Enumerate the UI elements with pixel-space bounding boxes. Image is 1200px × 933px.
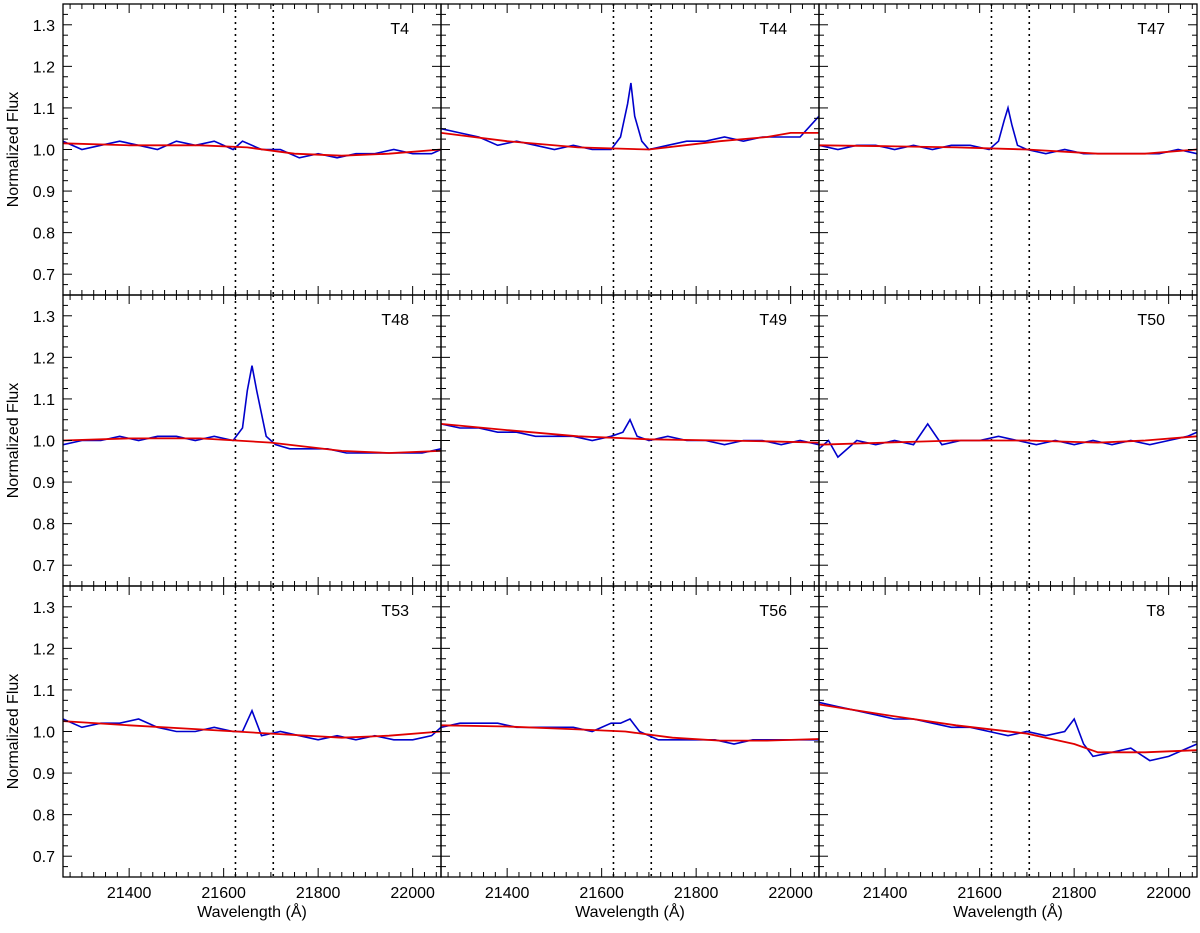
y-tick-label: 1.1 <box>33 683 55 700</box>
y-tick-label: 1.3 <box>33 18 55 35</box>
y-tick-label: 0.7 <box>33 558 55 575</box>
y-axis-label: Normalized Flux <box>5 674 22 790</box>
x-tick-label: 21600 <box>201 885 246 902</box>
x-tick-label: 21400 <box>107 885 152 902</box>
x-tick-label: 21600 <box>579 885 624 902</box>
x-axis-label: Wavelength (Å) <box>575 902 685 921</box>
spectrum-line <box>63 708 441 741</box>
panel-t44: T44 <box>440 3 820 296</box>
x-tick-label: 22000 <box>768 885 813 902</box>
y-tick-label: 1.2 <box>33 641 55 658</box>
x-tick-label: 21800 <box>296 885 341 902</box>
y-axis-label: Normalized Flux <box>5 92 22 208</box>
panel-label: T4 <box>390 21 409 38</box>
panels-layer: T4 0.7 0.8 0.9 1.0 1.1 1.2 1.3 T44 T47 T48 0.7 0.8 0.… <box>33 3 1198 902</box>
fit-line <box>819 144 1197 155</box>
x-tick-label: 22000 <box>1146 885 1191 902</box>
panel-label: T49 <box>759 312 787 329</box>
fit-line <box>63 720 441 739</box>
panel-t47: T47 <box>818 3 1198 296</box>
fit-line <box>63 142 441 157</box>
y-tick-label: 0.9 <box>33 184 55 201</box>
y-tick-label: 0.9 <box>33 475 55 492</box>
x-tick-label: 22000 <box>390 885 435 902</box>
panel-frame <box>62 3 442 296</box>
y-tick-label: 0.7 <box>33 849 55 866</box>
y-tick-label: 1.0 <box>33 434 55 451</box>
y-tick-label: 0.7 <box>33 267 55 284</box>
fit-line <box>819 435 1197 446</box>
x-tick-label: 21800 <box>1052 885 1097 902</box>
panel-frame <box>818 585 1198 878</box>
panel-label: T44 <box>759 21 787 38</box>
panel-t56: T56 21400 21600 21800 22000 <box>440 585 820 902</box>
panel-label: T53 <box>381 603 409 620</box>
y-tick-label: 0.8 <box>33 226 55 243</box>
panel-label: T47 <box>1137 21 1165 38</box>
y-tick-label: 1.3 <box>33 600 55 617</box>
x-axis-label: Wavelength (Å) <box>197 902 307 921</box>
panel-label: T50 <box>1137 312 1165 329</box>
panel-t4: T4 0.7 0.8 0.9 1.0 1.1 1.2 1.3 <box>33 3 442 296</box>
y-tick-label: 1.0 <box>33 725 55 742</box>
panel-t50: T50 <box>818 294 1198 587</box>
fit-line <box>819 703 1197 754</box>
y-tick-label: 1.1 <box>33 392 55 409</box>
y-tick-label: 1.1 <box>33 101 55 118</box>
fit-line <box>441 423 819 444</box>
y-tick-label: 1.0 <box>33 143 55 160</box>
panel-t48: T48 0.7 0.8 0.9 1.0 1.1 1.2 1.3 <box>33 294 442 587</box>
y-axis-label: Normalized Flux <box>5 383 22 499</box>
panel-t49: T49 <box>440 294 820 587</box>
y-tick-label: 1.2 <box>33 59 55 76</box>
x-tick-label: 21800 <box>674 885 719 902</box>
panel-label: T8 <box>1146 603 1165 620</box>
x-tick-label: 21600 <box>957 885 1002 902</box>
panel-frame <box>62 585 442 878</box>
panel-frame <box>62 294 442 587</box>
y-tick-label: 1.2 <box>33 350 55 367</box>
x-tick-label: 21400 <box>863 885 908 902</box>
panel-label: T48 <box>381 312 409 329</box>
fit-line <box>441 131 819 151</box>
fit-line <box>441 724 819 742</box>
axis-labels-layer: Normalized Flux Normalized Flux Normalized… <box>5 92 1063 921</box>
panel-t8: T8 21400 21600 21800 22000 <box>818 585 1198 902</box>
x-tick-label: 21400 <box>485 885 530 902</box>
y-tick-label: 0.9 <box>33 766 55 783</box>
y-tick-label: 1.3 <box>33 309 55 326</box>
spectrum-line <box>63 365 441 454</box>
x-axis-label: Wavelength (Å) <box>953 902 1063 921</box>
spectrum-line <box>63 140 441 159</box>
y-tick-label: 0.8 <box>33 517 55 534</box>
panel-label: T56 <box>759 603 787 620</box>
panel-t53: T53 0.7 0.8 0.9 1.0 1.1 1.2 1.3 21400 21600 21800 2… <box>33 585 442 902</box>
y-tick-label: 0.8 <box>33 808 55 825</box>
fit-line <box>63 437 441 454</box>
